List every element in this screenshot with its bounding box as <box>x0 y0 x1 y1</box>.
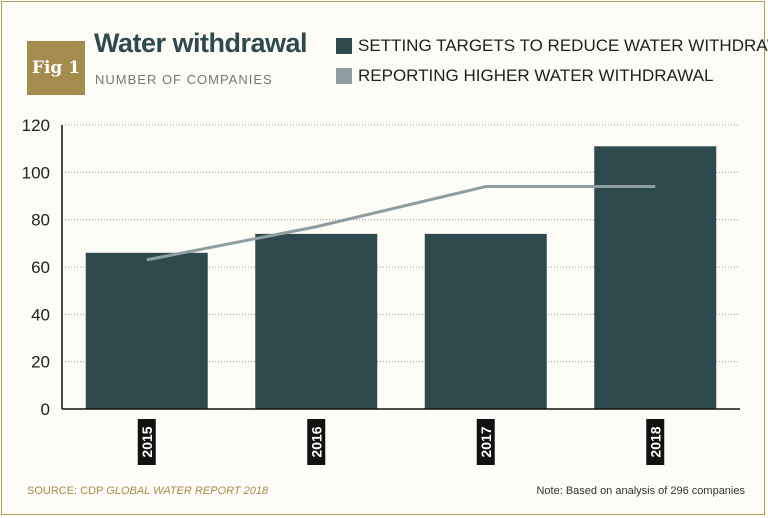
legend-swatch-line <box>336 68 352 84</box>
x-tick-label: 2017 <box>478 426 494 457</box>
legend-label-bars: SETTING TARGETS TO REDUCE WATER WITHDRAW… <box>358 36 768 55</box>
x-tick-label: 2016 <box>308 426 324 457</box>
legend-swatch-bars <box>336 38 352 54</box>
x-label-bg <box>476 419 495 465</box>
axes: 0 20 40 60 80 100 120 <box>22 116 740 419</box>
x-label-2015: 2015 <box>137 419 156 465</box>
x-label-2016: 2016 <box>307 419 326 465</box>
line-series-reporting-higher <box>146 185 656 262</box>
chart-area: 0 20 40 60 80 100 120 2015 2016 2017 2018 <box>22 116 740 465</box>
legend-label-line: REPORTING HIGHER WATER WITHDRAWAL <box>358 66 714 85</box>
y-tick-label: 80 <box>31 211 50 230</box>
trend-line <box>146 185 656 262</box>
source-prefix: SOURCE: CDP <box>27 485 107 497</box>
bar-2015 <box>85 252 208 409</box>
bars <box>85 146 717 410</box>
bar-2017 <box>424 233 547 409</box>
source-note: SOURCE: CDP GLOBAL WATER REPORT 2018 <box>27 485 268 497</box>
bar-2018 <box>594 146 717 410</box>
figure-badge: Fig 1 <box>27 41 85 95</box>
y-tick-label: 40 <box>31 305 50 324</box>
y-tick-label: 0 <box>41 400 50 419</box>
x-tick-label: 2015 <box>139 426 155 457</box>
x-label-2018: 2018 <box>646 419 665 465</box>
footnote: Note: Based on analysis of 296 companies <box>536 485 745 497</box>
x-label-2017: 2017 <box>476 419 495 465</box>
chart-title: Water withdrawal <box>94 28 308 58</box>
legend-item-bars: SETTING TARGETS TO REDUCE WATER WITHDRAW… <box>336 34 768 58</box>
y-tick-label: 120 <box>22 116 50 135</box>
y-tick-label: 100 <box>22 163 50 182</box>
legend-item-line: REPORTING HIGHER WATER WITHDRAWAL <box>336 64 713 88</box>
y-tick-label: 60 <box>31 258 50 277</box>
x-label-bg <box>307 419 326 465</box>
chart-subtitle: NUMBER OF COMPANIES <box>95 72 273 87</box>
source-report-title: GLOBAL WATER REPORT 2018 <box>106 485 269 497</box>
x-label-bg <box>646 419 665 465</box>
x-tick-label: 2018 <box>647 426 663 457</box>
bar-2016 <box>255 233 378 409</box>
category-labels: 2015 2016 2017 2018 <box>137 419 665 465</box>
y-tick-label: 20 <box>31 353 50 372</box>
x-label-bg <box>137 419 156 465</box>
